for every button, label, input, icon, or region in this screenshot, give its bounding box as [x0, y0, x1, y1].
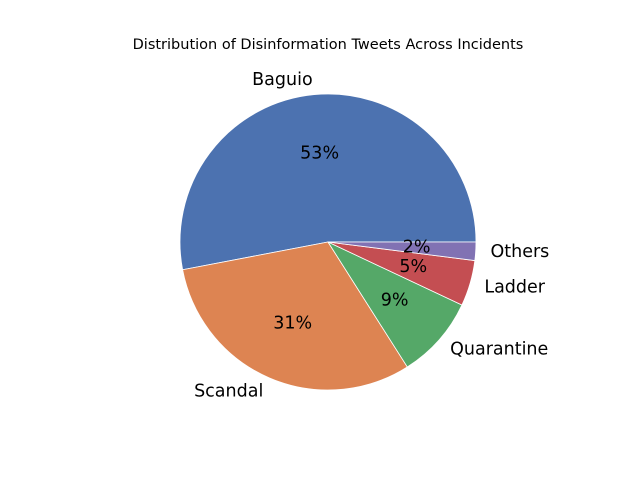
percent-label-ladder: 5% — [399, 257, 427, 277]
pie-slice-baguio — [179, 93, 477, 271]
percent-label-others: 2% — [403, 238, 431, 258]
slice-label-quarantine: Quarantine — [450, 340, 548, 360]
pie-slice-quarantine — [327, 241, 463, 368]
pie-slices — [179, 93, 477, 391]
slice-label-ladder: Ladder — [484, 277, 545, 297]
pie-labels: Baguio 53% Scandal 31% Quarantine 9% Ladder 5% O… — [194, 70, 549, 401]
percent-label-baguio: 53% — [300, 144, 339, 164]
percent-label-scandal: 31% — [273, 314, 312, 334]
slice-label-scandal: Scandal — [194, 381, 263, 401]
percent-label-quarantine: 9% — [381, 291, 409, 311]
chart-title: Distribution of Disinformation Tweets Ac… — [133, 37, 524, 53]
pie-slice-others — [327, 241, 477, 261]
slice-label-baguio: Baguio — [252, 70, 313, 90]
slice-label-others: Others — [490, 242, 549, 262]
